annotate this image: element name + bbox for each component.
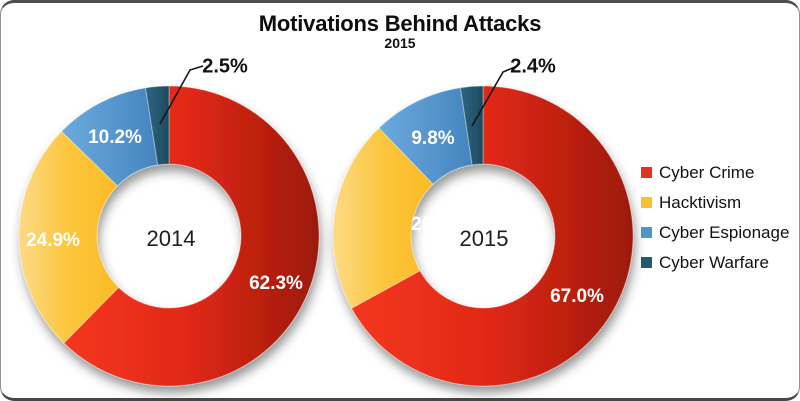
legend-swatch-hacktivism-icon <box>641 196 652 208</box>
slice-label-2015-hacktivism: 20.8% <box>411 214 465 235</box>
donut-2015 <box>332 85 634 387</box>
slice-2014-hacktivism <box>18 130 120 344</box>
chart-subtitle: 2015 <box>384 35 416 51</box>
legend-item-hacktivism: Hacktivism <box>641 187 789 217</box>
callout-line-2014 <box>159 65 204 125</box>
legend-label-cyber-crime: Cyber Crime <box>659 162 755 182</box>
legend: Cyber Crime Hacktivism Cyber Espionage C… <box>641 157 789 277</box>
chart-title: Motivations Behind Attacks <box>258 11 542 36</box>
donut-2014 <box>18 85 320 387</box>
legend-swatch-cyber-warfare-icon <box>641 256 652 268</box>
slice-label-2015-cyber-warfare: 2.4% <box>510 55 556 78</box>
callout-line-2015 <box>471 66 516 127</box>
donut-charts-canvas <box>18 65 634 387</box>
slice-label-2014-hacktivism: 24.9% <box>26 230 80 251</box>
center-label-2015: 2015 <box>459 226 509 251</box>
legend-swatch-cyber-crime-icon <box>641 166 652 178</box>
slice-2015-cyber-crime <box>350 85 634 387</box>
slice-label-2014-cyber-crime: 62.3% <box>249 273 303 294</box>
legend-item-cyber-crime: Cyber Crime <box>641 157 789 187</box>
legend-label-cyber-warfare: Cyber Warfare <box>659 252 769 272</box>
slice-label-2015-cyber-crime: 67.0% <box>550 286 604 307</box>
slice-label-2015-cyber-espionage: 9.8% <box>411 128 455 149</box>
slice-2014-cyber-warfare <box>144 85 170 166</box>
legend-item-cyber-warfare: Cyber Warfare <box>641 247 789 277</box>
slice-2014-cyber-crime <box>63 85 320 387</box>
slice-label-2014-cyber-espionage: 10.2% <box>88 127 142 148</box>
legend-item-cyber-espionage: Cyber Espionage <box>641 217 789 247</box>
legend-label-hacktivism: Hacktivism <box>659 192 742 212</box>
center-label-2014: 2014 <box>146 226 196 251</box>
legend-label-cyber-espionage: Cyber Espionage <box>659 222 790 242</box>
slice-2015-hacktivism <box>332 127 434 309</box>
slice-label-2014-cyber-warfare: 2.5% <box>202 55 248 78</box>
legend-swatch-cyber-espionage-icon <box>641 226 652 238</box>
